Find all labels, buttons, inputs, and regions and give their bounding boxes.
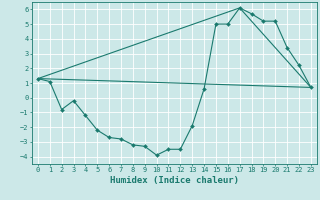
X-axis label: Humidex (Indice chaleur): Humidex (Indice chaleur) bbox=[110, 176, 239, 185]
